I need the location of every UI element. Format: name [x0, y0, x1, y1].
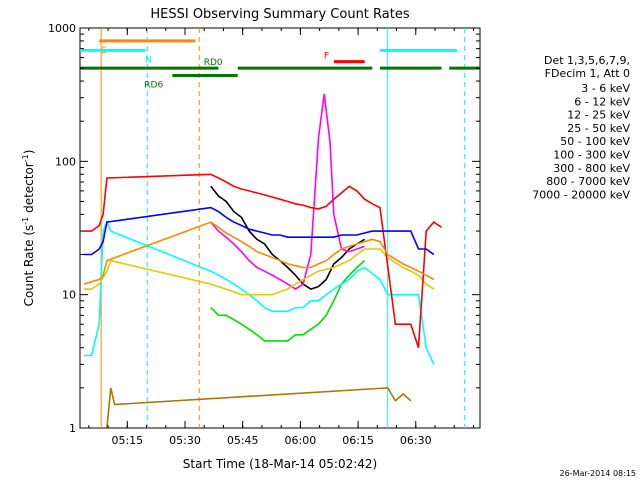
state-bar-label-3: RD0 [204, 58, 223, 68]
series-line-0 [210, 185, 366, 290]
y-tick-label-0: 1 [69, 422, 76, 435]
legend-header-line-1: Det 1,3,5,6,7,9, [544, 54, 630, 67]
plot-area: SNFRD0RD605:1505:3005:4506:0006:1506:301… [48, 22, 481, 447]
y-axis-label-main: Count Rate (s [22, 225, 36, 307]
chart-title: HESSI Observing Summary Count Rates [150, 7, 409, 22]
legend-label-3: 25 - 50 keV [567, 122, 630, 135]
series-line-3 [83, 220, 435, 365]
x-tick-label-3: 06:00 [285, 434, 317, 447]
y-axis-label-end: ) [22, 150, 36, 155]
series-line-5 [83, 173, 442, 348]
x-tick-label-5: 06:30 [400, 434, 432, 447]
y-tick-label-2: 100 [55, 155, 76, 168]
state-bar-label-1: N [145, 55, 152, 65]
legend: Det 1,3,5,6,7,9, FDecim 1, Att 0 3 - 6 k… [532, 54, 630, 201]
series-line-2 [210, 260, 366, 342]
y-tick-label-3: 1000 [48, 22, 76, 35]
footer-timestamp: 26-Mar-2014 08:15 [560, 469, 637, 478]
legend-label-0: 3 - 6 keV [581, 82, 630, 95]
legend-label-5: 100 - 300 keV [553, 149, 630, 162]
y-tick-label-1: 10 [62, 289, 76, 302]
series-line-8 [106, 387, 412, 429]
legend-label-1: 6 - 12 keV [574, 95, 630, 108]
x-tick-label-4: 06:15 [342, 434, 374, 447]
y-axis-label-sup1: -1 [21, 217, 30, 225]
legend-label-6: 300 - 800 keV [553, 162, 630, 175]
plot-frame [79, 27, 481, 429]
series-line-7 [83, 221, 435, 285]
legend-label-4: 50 - 100 keV [560, 135, 630, 148]
legend-label-2: 12 - 25 keV [567, 109, 630, 122]
state-bar-label-4: RD6 [144, 81, 163, 91]
legend-label-8: 7000 - 20000 keV [532, 188, 630, 201]
legend-header-line-2: FDecim 1, Att 0 [545, 67, 630, 80]
series-line-6 [83, 206, 435, 256]
x-axis-label: Start Time (18-Mar-14 05:02:42) [183, 457, 377, 471]
y-axis-label: Count Rate (s-1 detector-1) [21, 150, 36, 307]
x-tick-label-1: 05:30 [169, 434, 201, 447]
series-line-1 [210, 93, 365, 291]
x-tick-label-2: 05:45 [227, 434, 259, 447]
state-bar-label-2: F [324, 52, 329, 62]
x-tick-label-0: 05:15 [111, 434, 143, 447]
y-axis-label-mid: detector [22, 162, 36, 217]
legend-label-7: 800 - 7000 keV [546, 175, 630, 188]
series-line-4 [83, 248, 435, 296]
y-axis-label-sup2: -1 [21, 154, 30, 162]
